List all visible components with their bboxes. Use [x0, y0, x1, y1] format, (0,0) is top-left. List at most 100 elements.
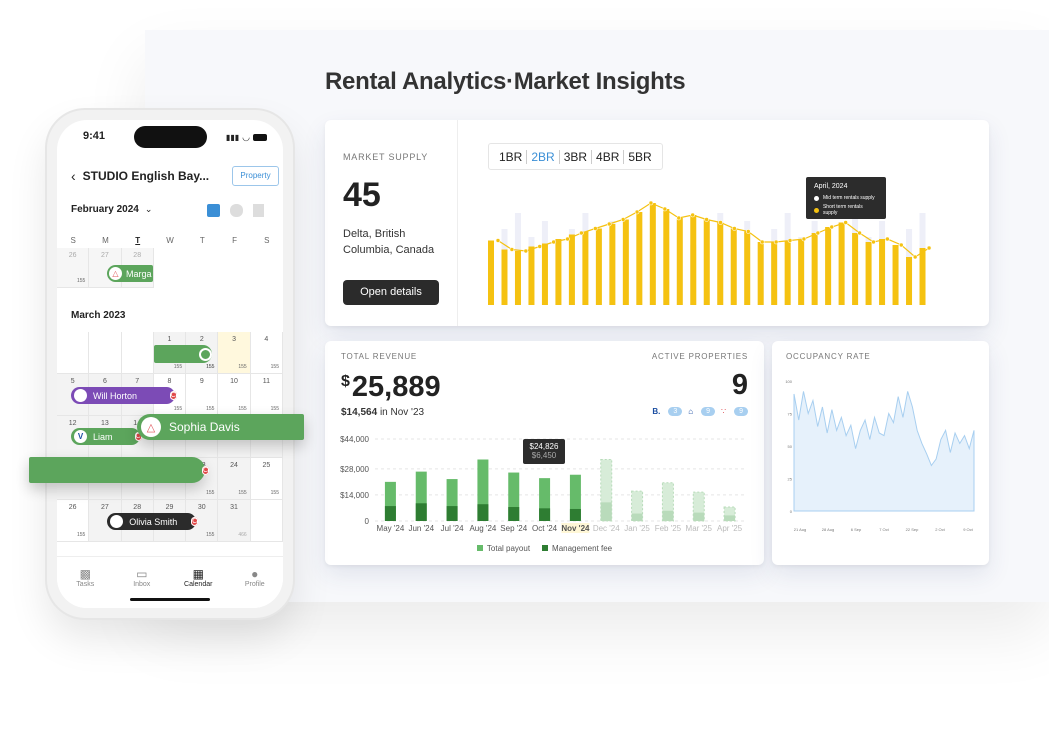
active-properties-count: 9: [731, 369, 748, 401]
revenue-total-bar: [539, 478, 551, 521]
revenue-fee-bar: [446, 506, 458, 521]
day-number: 31: [230, 504, 238, 511]
revenue-x-tick: Aug '24: [469, 524, 496, 533]
booking-liam[interactable]: V Liam C: [71, 428, 142, 445]
supply-point: [801, 236, 807, 242]
tab-tasks[interactable]: ▩ Tasks: [57, 557, 114, 608]
calendar-day[interactable]: 24 155: [218, 458, 251, 500]
month-picker[interactable]: February 2024 ⌄: [71, 204, 152, 215]
open-details-button[interactable]: Open details: [343, 280, 439, 305]
channel-badge: C: [134, 432, 142, 441]
back-icon[interactable]: ‹: [71, 168, 76, 184]
calendar-day[interactable]: 9 155: [186, 374, 219, 416]
tab-4br[interactable]: 4BR: [592, 149, 625, 164]
supply-point: [759, 239, 765, 245]
revenue-sub-amount: $14,564: [341, 407, 378, 418]
supply-point: [773, 239, 779, 245]
calendar-day[interactable]: 31 466: [218, 500, 251, 542]
revenue-total-bar: [661, 482, 674, 522]
vrbo-icon: V: [74, 430, 87, 443]
legend-mid: Mid term rentals supply: [814, 195, 878, 201]
revenue-x-tick: Nov '24: [561, 524, 590, 533]
legend-mid-label: Mid term rentals supply: [823, 195, 875, 201]
day-price: 155: [173, 406, 183, 412]
booking-marga[interactable]: △ Marga: [107, 265, 153, 282]
tab-1br[interactable]: 1BR: [495, 149, 528, 164]
calendar-day[interactable]: 10 155: [218, 374, 251, 416]
supply-point: [857, 230, 862, 236]
revenue-x-tick: Jul '24: [441, 524, 464, 533]
calendar-day[interactable]: 26 155: [57, 500, 90, 542]
status-time: 9:41: [83, 130, 106, 142]
building-icon[interactable]: [253, 204, 264, 217]
calendar-icon: ▦: [192, 567, 204, 581]
booking-sophia-davis[interactable]: △ Sophia Davis: [137, 414, 304, 440]
revenue-y-tick: $28,000: [340, 465, 369, 474]
calendar-view-icon[interactable]: [207, 204, 220, 217]
supply-bar: [622, 219, 629, 305]
supply-point: [843, 220, 848, 225]
supply-bar: [568, 234, 575, 305]
tab-calendar[interactable]: ▦ Calendar: [170, 557, 227, 608]
active-properties-caption: ACTIVE PROPERTIES: [651, 352, 748, 361]
supply-point: [648, 200, 654, 206]
supply-line: [497, 202, 930, 258]
revenue-x-tick: Apr '25: [717, 524, 743, 533]
revenue-total-bar: [569, 474, 581, 521]
supply-tooltip-title: April, 2024: [814, 183, 848, 190]
supply-point: [787, 238, 793, 243]
supply-point: [732, 226, 737, 231]
tab-3br[interactable]: 3BR: [560, 149, 593, 164]
property-button[interactable]: Property: [232, 166, 279, 186]
revenue-fee-bar: [724, 515, 736, 521]
revenue-x-tick: Dec '24: [593, 524, 620, 533]
calendar-day[interactable]: 25 155: [250, 458, 283, 500]
supply-point: [718, 220, 723, 225]
day-number: 28: [133, 504, 142, 511]
day-number: 26: [68, 504, 77, 511]
supply-point: [509, 247, 515, 252]
tab-5br[interactable]: 5BR: [628, 149, 652, 164]
tab-inbox[interactable]: ▭ Inbox: [114, 557, 171, 608]
supply-tooltip: April, 2024 Mid term rentals supply Shor…: [806, 177, 886, 219]
occupancy-x-tick: 22 Sep: [906, 527, 919, 532]
calendar-day[interactable]: 11 155: [250, 374, 283, 416]
day-number: 26: [68, 252, 77, 259]
booking-bar-large[interactable]: C: [29, 457, 209, 483]
occupancy-chart: 100 75 50 25 0 21 Aug 28 Aug 6 Sep 7 Oct 22 Sep 2 …: [785, 379, 975, 532]
calendar-day: [250, 500, 283, 542]
calendar-day[interactable]: 30 155: [186, 500, 219, 542]
channel-list: B. 3 ⌂ 9 ∵ 9: [652, 407, 748, 416]
supply-point: [898, 242, 904, 248]
tab-2br[interactable]: 2BR: [527, 149, 560, 164]
page-title: Rental Analytics·Market Insights: [325, 68, 686, 95]
supply-point: [676, 215, 682, 221]
calendar-day[interactable]: 26 155: [57, 248, 90, 288]
supply-bar: [528, 246, 535, 305]
supply-caption: MARKET SUPPLY: [343, 152, 429, 162]
booking-bar[interactable]: [153, 345, 213, 363]
highlight-bg: [561, 523, 590, 533]
supply-bar: [595, 228, 602, 305]
month-label: February 2024: [71, 204, 139, 215]
booking-end-dot: [199, 347, 213, 361]
revenue-x-tick: Sep '24: [500, 524, 527, 533]
calendar-day: [57, 332, 90, 374]
occupancy-x-tick: 2 Oct: [935, 527, 945, 532]
booking-will-horton[interactable]: ● Will Horton C: [71, 387, 177, 404]
layers-icon[interactable]: [230, 204, 243, 217]
booking-olivia-smith[interactable]: ● Olivia Smith C: [107, 513, 199, 530]
legend-short-dot: [814, 207, 819, 213]
revenue-tooltip: $24,826 $6,450: [523, 439, 565, 464]
booking-guest: Olivia Smith: [129, 516, 178, 527]
weekday-label: W: [166, 236, 174, 245]
supply-bar: [784, 240, 791, 305]
channel-count: 9: [701, 407, 715, 416]
calendar-day[interactable]: 3 155: [218, 332, 251, 374]
revenue-value: 25,889: [351, 371, 441, 403]
inbox-icon: ▭: [136, 567, 148, 581]
calendar-day[interactable]: 4 155: [250, 332, 283, 374]
day-number: 24: [230, 462, 238, 469]
supply-bar: [892, 245, 899, 305]
tab-profile[interactable]: ● Profile: [227, 557, 284, 608]
